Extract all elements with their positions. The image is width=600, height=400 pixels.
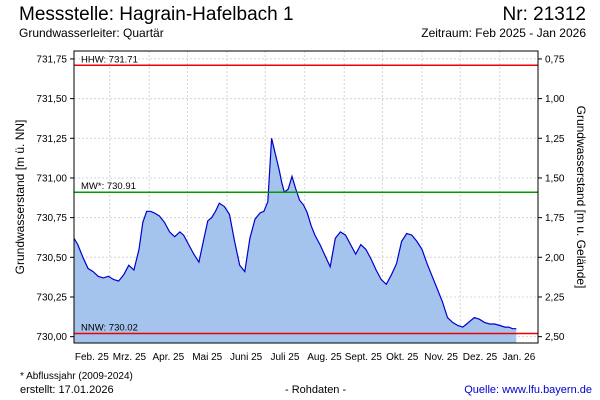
aquifer-label: Grundwasserleiter: Quartär <box>19 26 164 40</box>
x-tick-label: Juni 25 <box>230 352 263 363</box>
created-date: erstellt: 17.01.2026 <box>20 384 114 396</box>
y-tick-label: 731,00 <box>36 173 67 184</box>
source-link[interactable]: Quelle: www.lfu.bayern.de <box>464 384 592 396</box>
y2-tick-label: 1,75 <box>545 213 565 224</box>
reference-line-label: MW*: 730.91 <box>81 181 136 192</box>
y2-tick-label: 2,00 <box>545 253 565 264</box>
raw-data-note: - Rohdaten - <box>285 384 347 396</box>
period-label: Zeitraum: Feb 2025 - Jan 2026 <box>421 26 586 40</box>
reference-line-label: HHW: 731.71 <box>81 54 138 65</box>
y-tick-label: 730,50 <box>36 253 67 264</box>
x-tick-label: Juli 25 <box>271 352 300 363</box>
y-tick-label: 730,00 <box>36 332 67 343</box>
y2-tick-label: 0,75 <box>545 54 565 65</box>
reference-lines: HHW: 731.71 MW*: 730.91 NNW: 730.02 <box>74 54 538 335</box>
reference-line-label: NNW: 730.02 <box>81 322 138 333</box>
y-tick-label: 730,25 <box>36 292 67 303</box>
x-tick-label: Sept. 25 <box>345 352 383 363</box>
x-tick-label: Mai 25 <box>192 352 222 363</box>
axes: 731,75 731,50 731,25 731,00 730,75 730,50 730,… <box>36 54 564 363</box>
x-tick-label: Feb. 25 <box>75 352 109 363</box>
x-tick-label: Aug. 25 <box>307 352 342 363</box>
series-area <box>74 138 517 343</box>
station-number: Nr: 21312 <box>502 4 586 25</box>
y2-tick-label: 1,25 <box>545 134 565 145</box>
x-tick-label: Nov. 25 <box>424 352 458 363</box>
y-axis-title: Grundwasserstand [m ü. NN] <box>13 120 27 275</box>
y2-tick-label: 1,00 <box>545 94 565 105</box>
y2-tick-label: 2,50 <box>545 332 565 343</box>
y2-axis-title: Grundwasserstand [m u. Gelände] <box>574 106 588 289</box>
footnote: * Abflussjahr (2009-2024) <box>20 371 133 382</box>
y-tick-label: 730,75 <box>36 213 67 224</box>
x-tick-label: Apr. 25 <box>152 352 184 363</box>
y2-tick-label: 1,50 <box>545 173 565 184</box>
x-tick-label: Okt. 25 <box>386 352 419 363</box>
x-tick-label: Mrz. 25 <box>113 352 147 363</box>
x-tick-label: Dez. 25 <box>463 352 498 363</box>
station-title: Messstelle: Hagrain-Hafelbach 1 <box>19 4 294 25</box>
y-tick-label: 731,75 <box>36 54 67 65</box>
y2-tick-label: 2,25 <box>545 292 565 303</box>
plot-frame <box>73 50 539 344</box>
series-line <box>73 138 517 330</box>
x-tick-label: Jan. 26 <box>502 352 535 363</box>
y-tick-label: 731,25 <box>36 134 67 145</box>
y-tick-label: 731,50 <box>36 94 67 105</box>
